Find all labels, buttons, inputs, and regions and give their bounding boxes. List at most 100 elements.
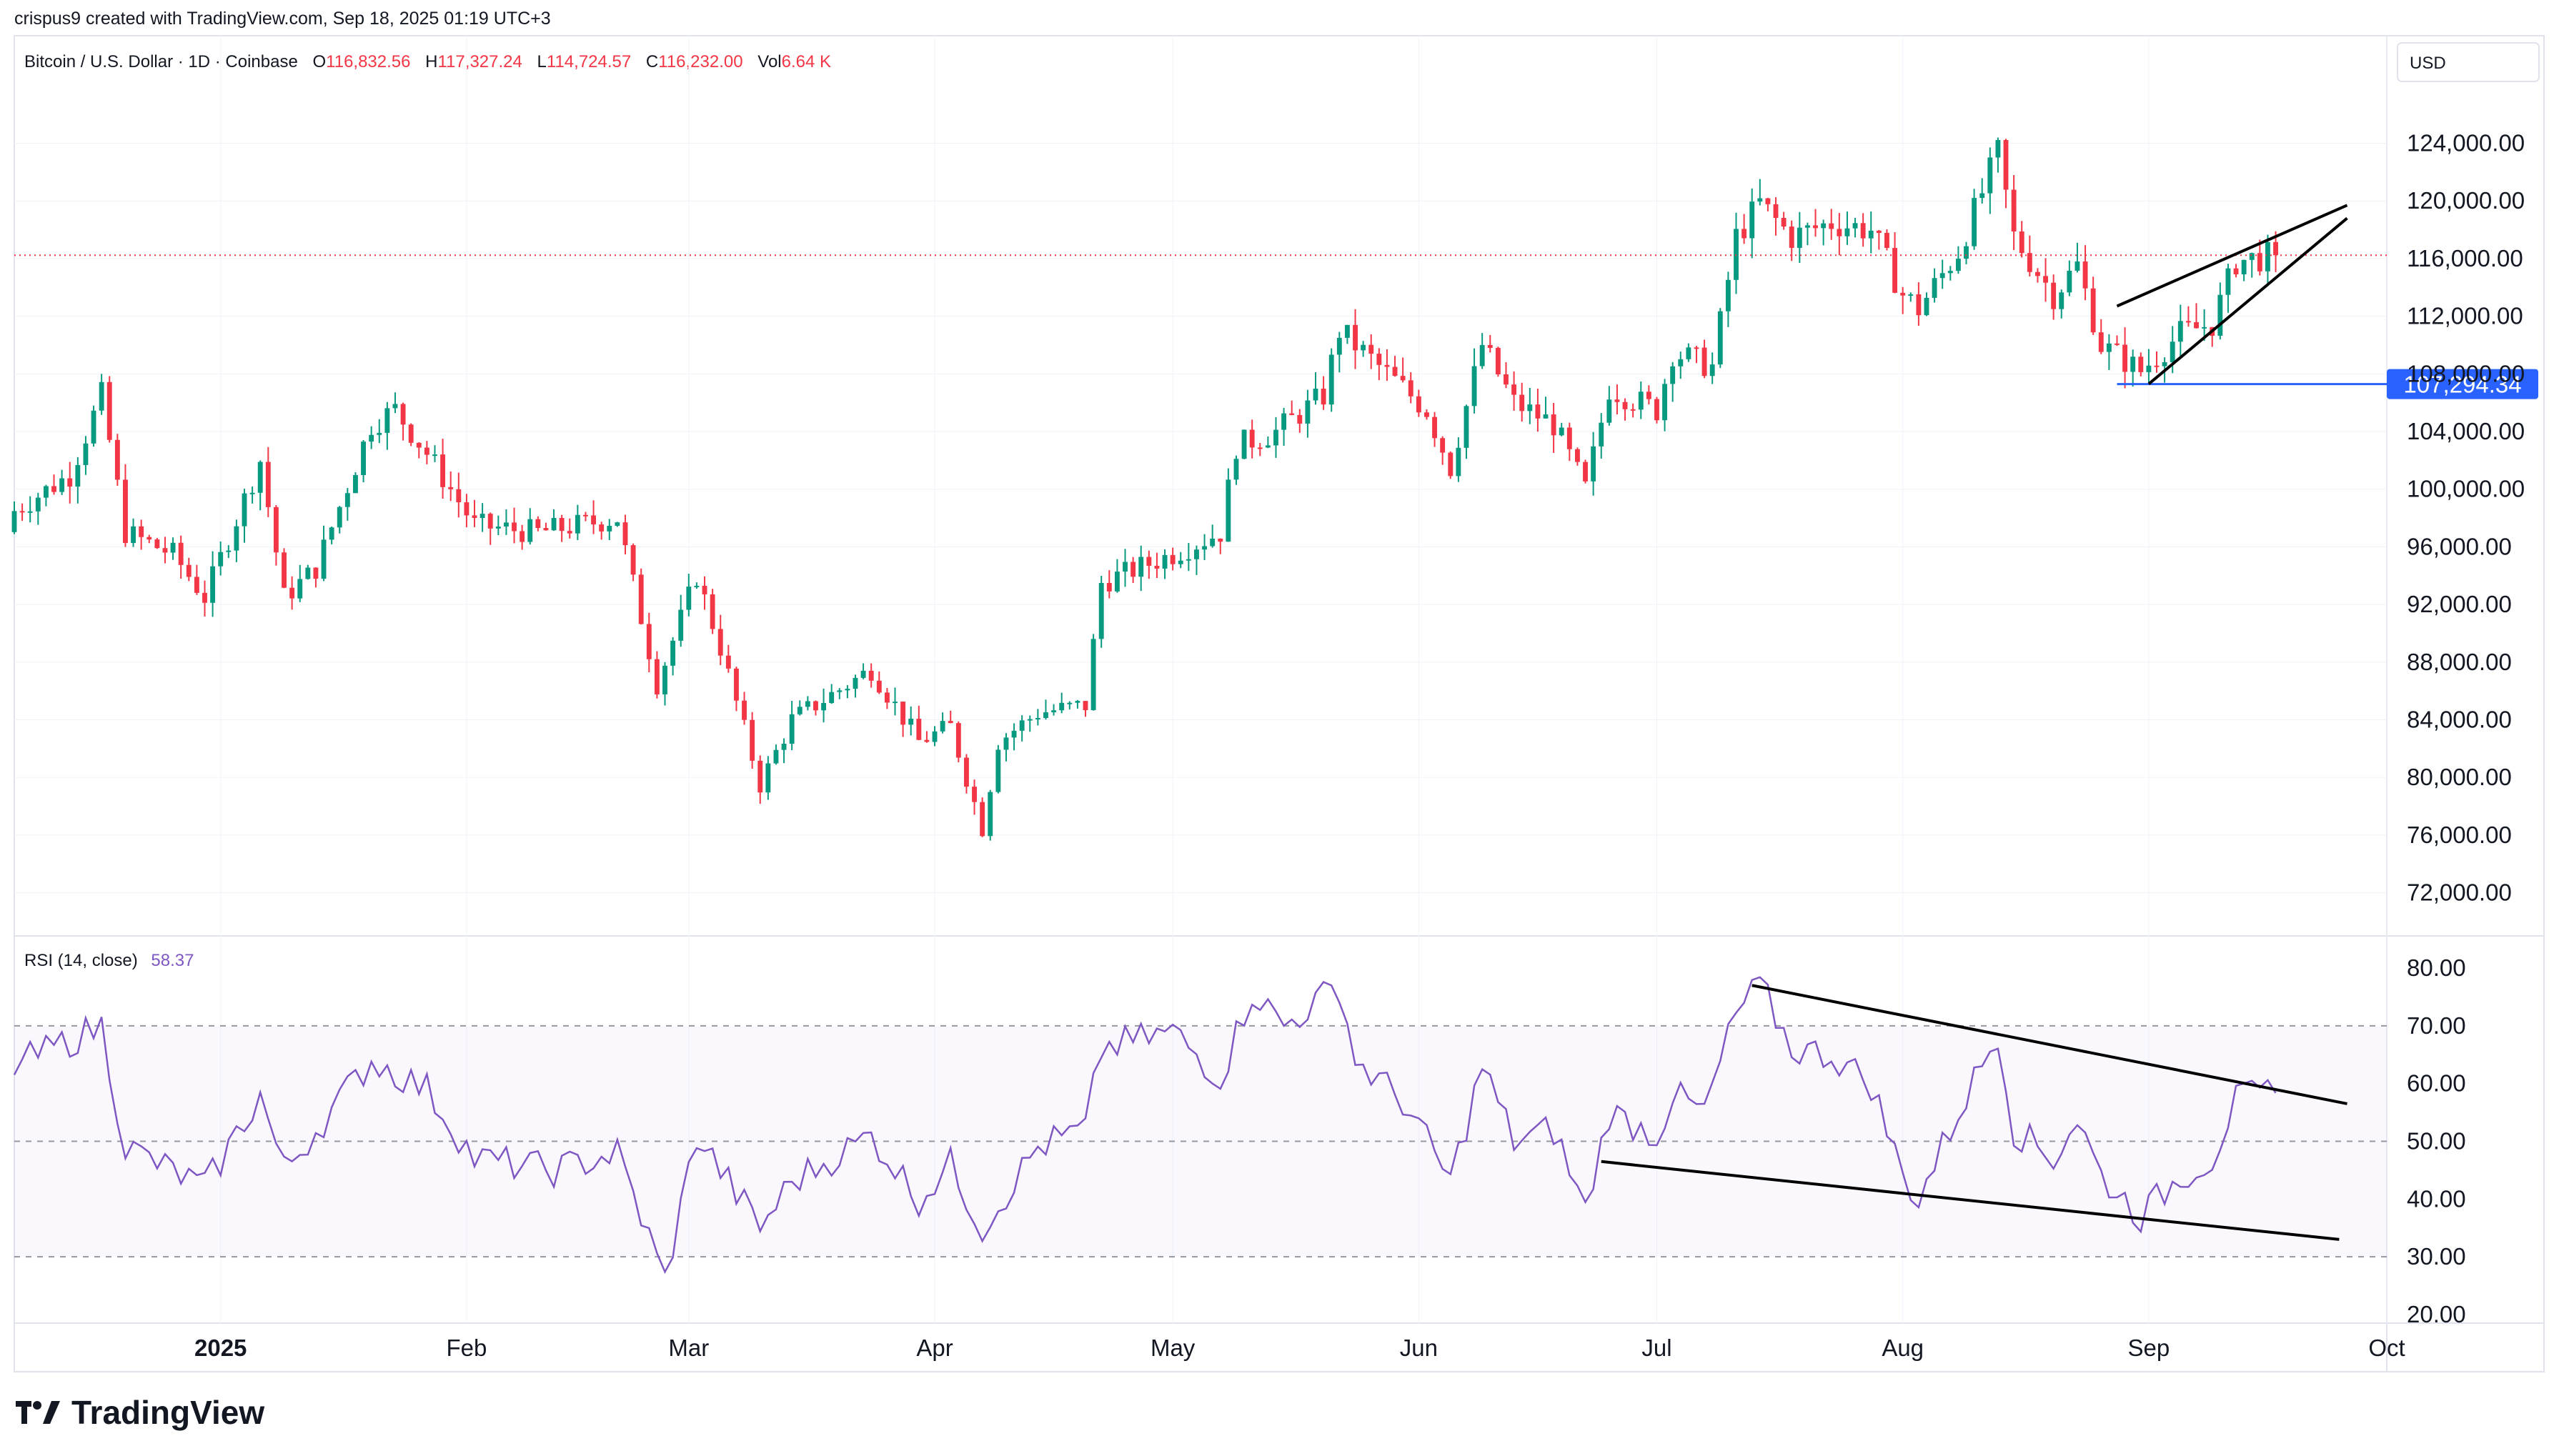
candle-body xyxy=(1289,413,1295,415)
candle-body xyxy=(51,486,56,492)
candle-body xyxy=(2202,326,2207,329)
candle-body xyxy=(1178,560,1183,564)
candle-body xyxy=(1813,225,1818,229)
candle-body xyxy=(1599,422,1604,447)
date-tick-label: Sep xyxy=(2128,1335,2170,1361)
candle-body xyxy=(2067,270,2072,293)
candle-body xyxy=(131,526,136,544)
candle-body xyxy=(19,511,25,513)
candle-body xyxy=(1932,278,1937,298)
rsi-trendline xyxy=(1601,1160,2340,1241)
candle-body xyxy=(1448,452,1454,477)
candle-body xyxy=(1353,324,1358,351)
price-overlays: 107,294.34 xyxy=(14,204,2538,399)
candle-body xyxy=(1194,549,1199,559)
candle-body xyxy=(1694,347,1699,349)
candle-body xyxy=(2122,344,2128,372)
low-value: 114,724.57 xyxy=(547,52,631,71)
candlestick-series xyxy=(11,137,2278,841)
brand-name: TradingView xyxy=(71,1394,265,1431)
candle-body xyxy=(1131,562,1136,577)
candle-body xyxy=(146,537,152,540)
candle-body xyxy=(186,564,192,577)
candle-body xyxy=(1964,246,1969,259)
candle-body xyxy=(1202,546,1207,550)
candle-body xyxy=(1868,230,1874,239)
candle-body xyxy=(559,518,565,532)
candle-body xyxy=(392,404,398,409)
date-tick-label: Jun xyxy=(1400,1335,1438,1361)
candle-body xyxy=(384,408,390,433)
symbol-name: Bitcoin / U.S. Dollar · 1D · Coinbase xyxy=(24,52,298,71)
rsi-tick-label: 30.00 xyxy=(2407,1243,2466,1270)
candle-body xyxy=(1226,479,1231,542)
candle-body xyxy=(1916,294,1922,316)
currency-selector[interactable]: USD xyxy=(2397,42,2540,82)
high-label: H xyxy=(425,52,437,71)
candle-body xyxy=(2217,294,2223,336)
candle-body xyxy=(1471,366,1477,407)
candle-body xyxy=(1368,344,1374,354)
candle-body xyxy=(1416,396,1421,413)
open-value: 116,832.56 xyxy=(326,52,410,71)
candle-body xyxy=(321,539,327,579)
rsi-tick-label: 80.00 xyxy=(2407,954,2466,981)
candle-body xyxy=(829,692,835,704)
rsi-tick-label: 70.00 xyxy=(2407,1012,2466,1039)
support-price-label: 107,294.34 xyxy=(2403,372,2521,398)
candle-body xyxy=(1123,562,1128,572)
candle-body xyxy=(535,519,541,529)
candle-body xyxy=(1511,384,1517,395)
candle-body xyxy=(591,515,597,525)
candle-body xyxy=(654,659,660,694)
candle-body xyxy=(717,629,723,656)
candle-body xyxy=(1241,429,1247,459)
candle-body xyxy=(1741,229,1747,239)
candle-body xyxy=(551,518,557,531)
candle-body xyxy=(2003,140,2009,190)
candle-body xyxy=(1852,223,1858,229)
close-label: C xyxy=(646,52,658,71)
candle-body xyxy=(1273,429,1278,446)
candle-body xyxy=(83,443,89,465)
candle-body xyxy=(1019,720,1025,731)
candle-body xyxy=(2138,356,2144,372)
candle-body xyxy=(1075,701,1080,703)
date-tick-label: Jul xyxy=(1641,1335,1671,1361)
candle-body xyxy=(448,487,454,489)
candle-body xyxy=(924,739,930,742)
candle-body xyxy=(940,721,945,732)
candle-body xyxy=(512,522,517,532)
candle-body xyxy=(1749,201,1755,239)
close-value: 116,232.00 xyxy=(658,52,742,71)
candle-body xyxy=(1186,559,1191,561)
candle-body xyxy=(27,511,33,513)
candle-body xyxy=(670,640,676,666)
candle-body xyxy=(1709,364,1715,377)
candle-body xyxy=(99,382,104,411)
rsi-series xyxy=(13,976,2347,1275)
support-price-badge xyxy=(2387,369,2538,399)
candle-body xyxy=(106,382,112,440)
candle-body xyxy=(1297,414,1303,424)
candle-body xyxy=(361,442,367,476)
wedge-trendline xyxy=(2147,216,2348,385)
candle-body xyxy=(59,478,65,492)
candle-body xyxy=(75,464,81,487)
candle-body xyxy=(1313,388,1318,401)
candle-body xyxy=(472,515,477,519)
candle-body xyxy=(1384,364,1390,367)
candle-body xyxy=(2115,343,2120,345)
candle-body xyxy=(2177,321,2183,342)
candle-body xyxy=(662,665,667,694)
rsi-tick-label: 60.00 xyxy=(2407,1070,2466,1097)
candle-body xyxy=(1574,449,1580,462)
chart-panel-frame xyxy=(14,35,2545,1372)
price-tick-label: 116,000.00 xyxy=(2407,245,2523,271)
candle-body xyxy=(1734,229,1739,280)
candle-body xyxy=(1701,347,1707,377)
candle-body xyxy=(1844,228,1850,236)
candle-body xyxy=(1559,427,1564,436)
candle-body xyxy=(170,542,176,553)
